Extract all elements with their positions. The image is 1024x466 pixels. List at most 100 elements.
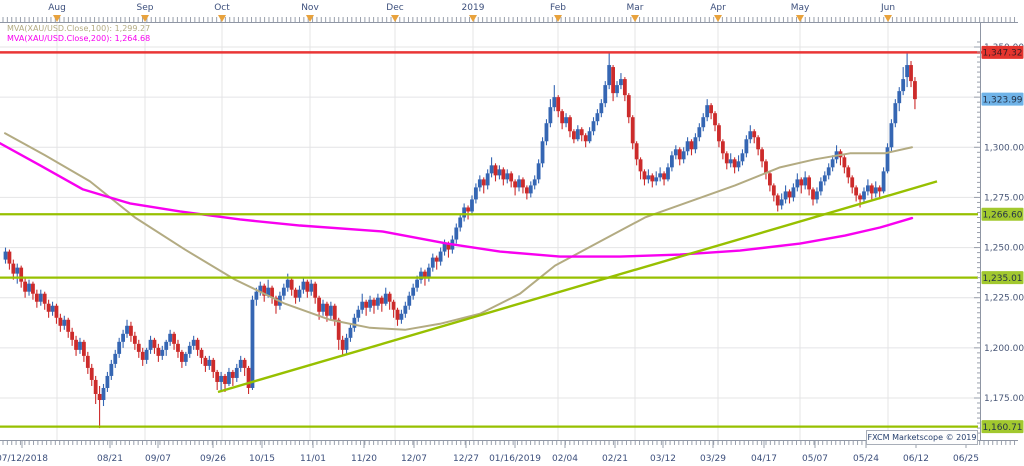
date-label: 02/21 (602, 454, 628, 464)
candle-body (289, 279, 294, 290)
candle-body (630, 117, 635, 144)
price-tick-label: 1,225.00 (984, 294, 1024, 304)
candle-body (650, 175, 655, 182)
candle-body (132, 335, 137, 344)
candle-body (78, 341, 82, 350)
price-badge (981, 420, 1024, 434)
candle-body (501, 169, 506, 180)
candle-body (756, 137, 761, 150)
candle-body (230, 371, 235, 378)
price-badge-label: 1,160.71 (982, 423, 1022, 433)
month-marker-icon (469, 15, 477, 22)
month-marker-icon (884, 15, 892, 22)
candle-body (771, 185, 776, 196)
date-label: 11/01 (300, 454, 326, 464)
candle-body (842, 157, 847, 168)
month-label: Dec (386, 3, 403, 13)
date-label: 04/17 (751, 454, 777, 464)
candle-body (881, 171, 886, 192)
trendline[interactable] (217, 180, 938, 394)
candle-body (426, 267, 431, 278)
candle-body (321, 303, 325, 312)
candle-body (528, 185, 533, 194)
price-badge-label: 1,323.99 (982, 95, 1022, 105)
candle-body (15, 267, 20, 274)
candle-body (454, 227, 459, 240)
candle-body (517, 179, 521, 188)
candle-body (356, 309, 361, 318)
candle-body (493, 165, 498, 176)
candle-body (791, 187, 796, 198)
candle-body (438, 251, 443, 262)
candle-body (560, 111, 565, 124)
candle-body (740, 153, 745, 162)
candle-body (670, 155, 674, 168)
candle-body (383, 293, 388, 304)
candle-body (211, 359, 216, 372)
candle-body (266, 287, 271, 296)
month-label: 2019 (462, 3, 485, 13)
candle-body (105, 375, 110, 388)
candle-body (544, 123, 549, 142)
candle-body (701, 117, 706, 128)
candle-body (564, 117, 568, 124)
candle-body (101, 387, 106, 401)
candle-body (407, 295, 412, 306)
candle-body (846, 167, 851, 178)
candle-body (481, 179, 486, 186)
candle-body (54, 305, 59, 318)
candle-body (524, 187, 529, 194)
candle-body (62, 319, 67, 326)
candle-body (818, 181, 823, 192)
price-badge (981, 207, 1024, 221)
candle-body (811, 189, 815, 200)
candle-body (121, 333, 125, 342)
candle-body (82, 341, 86, 356)
candle-body (732, 159, 737, 168)
candle-body (332, 305, 337, 320)
candle-body (379, 297, 384, 304)
candle-body (281, 287, 286, 296)
candle-body (877, 187, 882, 192)
candle-body (70, 331, 75, 340)
candle-body (901, 79, 906, 92)
candle-body (705, 105, 710, 118)
candle-body (830, 159, 835, 168)
price-tick-label: 1,250.00 (984, 244, 1024, 254)
date-label: 12/07 (401, 454, 427, 464)
date-label: 02/04 (552, 454, 578, 464)
candle-body (470, 199, 474, 212)
mva200-legend-label[interactable]: MVA(XAU/USD.Close,200): 1,264.68 (7, 34, 151, 43)
candle-body (258, 285, 263, 292)
candle-body (795, 179, 800, 188)
candle-body (626, 95, 631, 118)
candle-body (340, 339, 345, 350)
candle-body (622, 79, 627, 96)
candle-body (297, 289, 302, 298)
candle-body (38, 293, 43, 302)
candle-body (242, 359, 247, 368)
date-label: 08/21 (97, 454, 123, 464)
candle-body (46, 303, 51, 312)
candle-body (234, 367, 239, 378)
candle-body (677, 149, 682, 160)
candle-body (709, 105, 713, 114)
candle-body (403, 305, 408, 314)
candle-body (293, 289, 298, 298)
mva200-line (0, 142, 914, 258)
indicator-legend: MVA(XAU/USD.Close,100): 1,299.27 MVA(XAU… (7, 24, 150, 44)
price-badge-label: 1,266.60 (982, 210, 1022, 220)
candle-body (172, 333, 176, 344)
candle-body (728, 159, 733, 164)
candle-body (274, 297, 278, 306)
candle-body (536, 163, 541, 180)
month-label: Feb (550, 3, 566, 13)
candle-body (532, 179, 537, 186)
candle-body (889, 123, 894, 148)
candle-body (156, 347, 161, 356)
candle-body (176, 343, 180, 352)
candle-body (109, 363, 114, 376)
mva100-legend-label[interactable]: MVA(XAU/USD.Close,100): 1,299.27 (7, 24, 151, 33)
candle-body (391, 301, 396, 310)
